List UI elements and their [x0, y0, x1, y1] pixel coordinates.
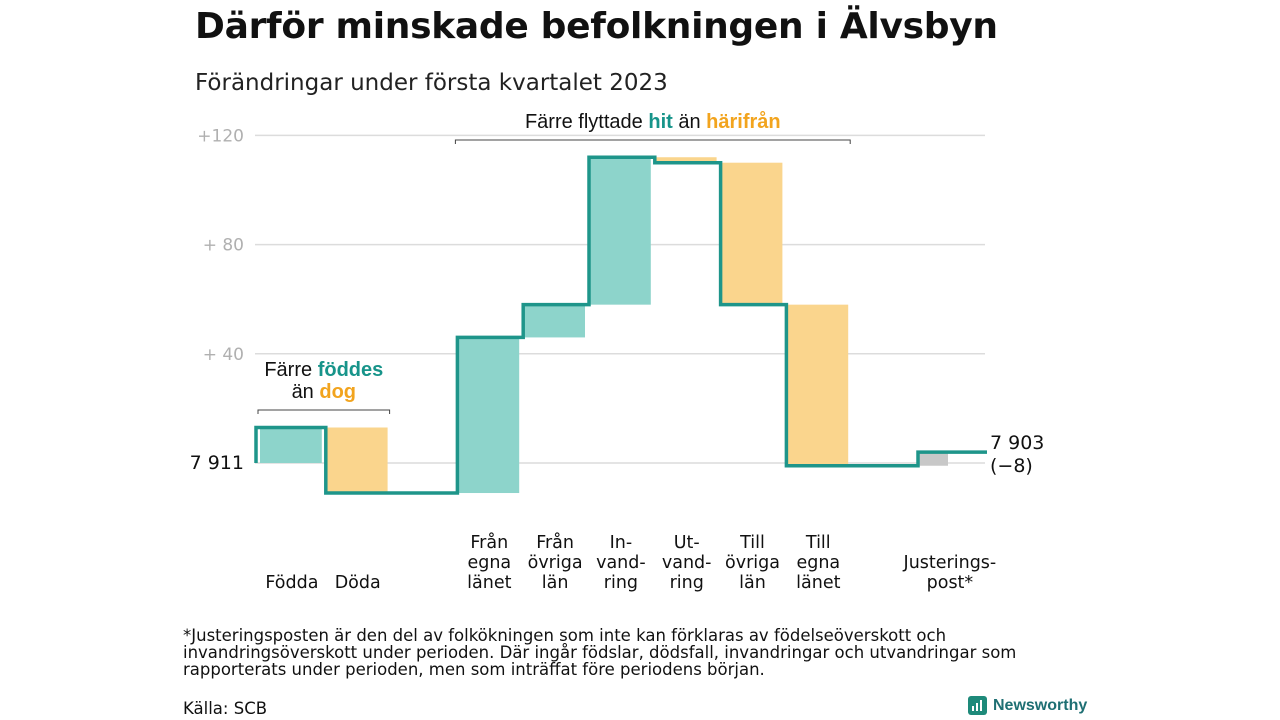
- x-category-label: Från egna länet: [467, 532, 511, 593]
- y-tick-label: + 40: [203, 345, 244, 365]
- annotation-bracket: [454, 139, 851, 144]
- y-tick-label: +120: [197, 126, 244, 146]
- bar-out: [786, 304, 849, 466]
- bar-out: [720, 162, 783, 305]
- x-category-label: Döda: [335, 573, 381, 593]
- y-tick-label: + 80: [203, 236, 244, 256]
- end-change-label: (−8): [990, 455, 1033, 477]
- x-category-label: Från övriga län: [528, 532, 583, 593]
- x-category-label: Justerings-post*: [903, 553, 997, 593]
- bar-in: [260, 427, 322, 463]
- waterfall-chart: +120 + 80 + 40 Födda Döda Från egna länet Från öv…: [190, 110, 1045, 593]
- newsworthy-icon: [968, 696, 987, 715]
- brand-name: Newsworthy: [993, 696, 1088, 714]
- end-value-label: 7 903: [990, 432, 1044, 454]
- chart-title: Därför minskade befolkningen i Älvsbyn: [195, 6, 998, 47]
- bar-in: [523, 304, 585, 338]
- x-category-label: Ut-vand-ring: [662, 533, 712, 593]
- x-category-label: In-vand-ring: [596, 533, 646, 593]
- footnote: *Justeringsposten är den del av folkökni…: [183, 626, 1017, 679]
- annotation-text: Färre flyttade hit än härifrån: [525, 110, 781, 133]
- x-category-label: Till egna länet: [796, 533, 840, 593]
- bar-adjust: [919, 452, 948, 466]
- source-text: Källa: SCB: [183, 699, 268, 718]
- chart-subtitle: Förändringar under första kvartalet 2023: [195, 70, 668, 96]
- x-category-label: Födda: [265, 573, 318, 593]
- annotation-text: än dog: [292, 381, 356, 403]
- bar-in: [457, 337, 520, 494]
- annotation-text: Färre föddes: [264, 359, 383, 381]
- start-value-label: 7 911: [190, 452, 244, 474]
- annotation-bracket: [257, 409, 391, 414]
- newsworthy-logo: Newsworthy: [968, 696, 1087, 715]
- x-category-label: Till övriga län: [725, 533, 780, 593]
- cumulative-step-line: [254, 155, 987, 495]
- bar-out: [325, 427, 388, 494]
- bar-out: [654, 157, 717, 163]
- bar-in: [589, 157, 651, 305]
